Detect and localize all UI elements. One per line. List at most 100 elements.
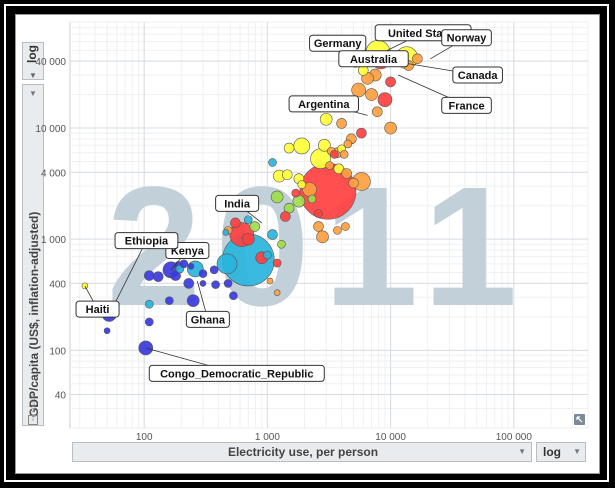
label-box <box>441 29 492 47</box>
data-point <box>343 139 353 149</box>
label-box <box>215 194 260 212</box>
data-point <box>223 279 233 288</box>
data-point <box>165 296 174 305</box>
data-point <box>297 180 307 189</box>
label-box <box>338 50 409 68</box>
country-label: India <box>224 198 251 210</box>
country-label: Kenya <box>171 246 205 258</box>
data-point <box>325 161 334 170</box>
data-point <box>179 259 189 269</box>
data-point <box>277 239 286 249</box>
data-point <box>351 82 366 98</box>
data-point <box>211 280 220 289</box>
country-label: Germany <box>314 38 363 50</box>
data-point <box>222 229 230 236</box>
data-point <box>270 190 284 204</box>
data-point <box>280 211 291 222</box>
data-point <box>103 327 111 335</box>
chevron-down-icon: ▼ <box>29 71 37 80</box>
data-point <box>187 263 195 270</box>
expand-icon-arrow <box>576 416 583 423</box>
data-point <box>230 217 241 229</box>
data-point <box>339 150 349 159</box>
data-point <box>229 291 238 301</box>
label-box <box>185 310 230 328</box>
chevron-down-icon: ▼ <box>573 447 581 456</box>
y-tick-label: 10 000 <box>35 124 66 135</box>
country-label: United States <box>388 28 458 40</box>
country-label: Congo_Democratic_Republic <box>160 368 313 380</box>
data-point <box>283 142 295 154</box>
data-point <box>268 158 277 167</box>
country-label: Canada <box>458 70 499 82</box>
data-point <box>293 137 311 155</box>
data-point <box>377 92 393 107</box>
data-point <box>198 269 208 278</box>
data-point <box>356 127 367 139</box>
data-point <box>318 138 331 152</box>
data-point <box>266 277 274 285</box>
source-icon[interactable]: i <box>28 415 38 425</box>
data-point <box>216 253 238 275</box>
data-point <box>272 258 282 268</box>
data-point <box>314 209 323 218</box>
label-box <box>148 364 325 382</box>
data-point <box>316 230 329 244</box>
data-point <box>291 188 301 198</box>
data-point <box>209 265 219 275</box>
data-point <box>341 168 352 179</box>
data-point <box>319 112 333 126</box>
chevron-down-icon: ▼ <box>518 447 526 456</box>
y-scale-selector[interactable]: ▼ log <box>22 42 44 80</box>
data-point <box>412 53 423 65</box>
data-point <box>333 163 345 175</box>
country-label: Haiti <box>86 304 110 316</box>
data-point <box>186 294 200 307</box>
data-point <box>313 221 324 232</box>
country-label: Norway <box>447 33 488 45</box>
x-scale-label: log <box>543 445 561 459</box>
expand-icon[interactable] <box>574 414 585 425</box>
data-point <box>143 270 155 281</box>
label-box <box>452 66 503 84</box>
y-axis-indicator-selector[interactable]: ▼ GDP/capita (US$, inflation-adjusted) i… <box>22 84 44 426</box>
data-point <box>242 232 255 246</box>
x-axis-indicator-selector[interactable]: Electricity use, per person ▼ <box>72 442 532 462</box>
data-point <box>244 215 253 224</box>
country-label: Australia <box>350 54 398 66</box>
x-tick-label: 10 000 <box>375 432 406 443</box>
x-scale-selector[interactable]: log ▼ <box>536 442 586 462</box>
data-point <box>281 169 293 181</box>
outer-frame <box>4 4 609 482</box>
y-tick-label: 1 000 <box>41 235 66 246</box>
data-point <box>273 289 281 296</box>
data-point <box>365 88 378 101</box>
data-point <box>341 222 350 231</box>
data-point <box>144 317 154 327</box>
data-point <box>330 150 339 159</box>
data-point <box>249 221 261 232</box>
x-tick-label: 1 000 <box>255 432 280 443</box>
data-point <box>348 177 359 189</box>
label-box <box>114 232 179 250</box>
y-tick-label: 40 <box>55 391 67 402</box>
label-box <box>288 95 359 113</box>
y-tick-label: 400 <box>49 279 66 290</box>
data-point <box>333 226 342 235</box>
data-point <box>267 229 278 240</box>
y-tick-label: 100 <box>49 346 66 357</box>
country-label: Argentina <box>298 99 350 111</box>
data-point <box>199 280 207 287</box>
data-point <box>384 121 397 135</box>
country-label: Ghana <box>191 314 226 326</box>
data-point <box>183 278 195 289</box>
data-point <box>385 76 396 88</box>
label-box <box>441 96 492 114</box>
y-tick-label: 4 000 <box>41 168 66 179</box>
data-point <box>263 250 272 260</box>
data-point <box>152 271 164 282</box>
data-point <box>372 106 383 118</box>
data-point <box>336 118 347 129</box>
data-point <box>170 270 181 281</box>
